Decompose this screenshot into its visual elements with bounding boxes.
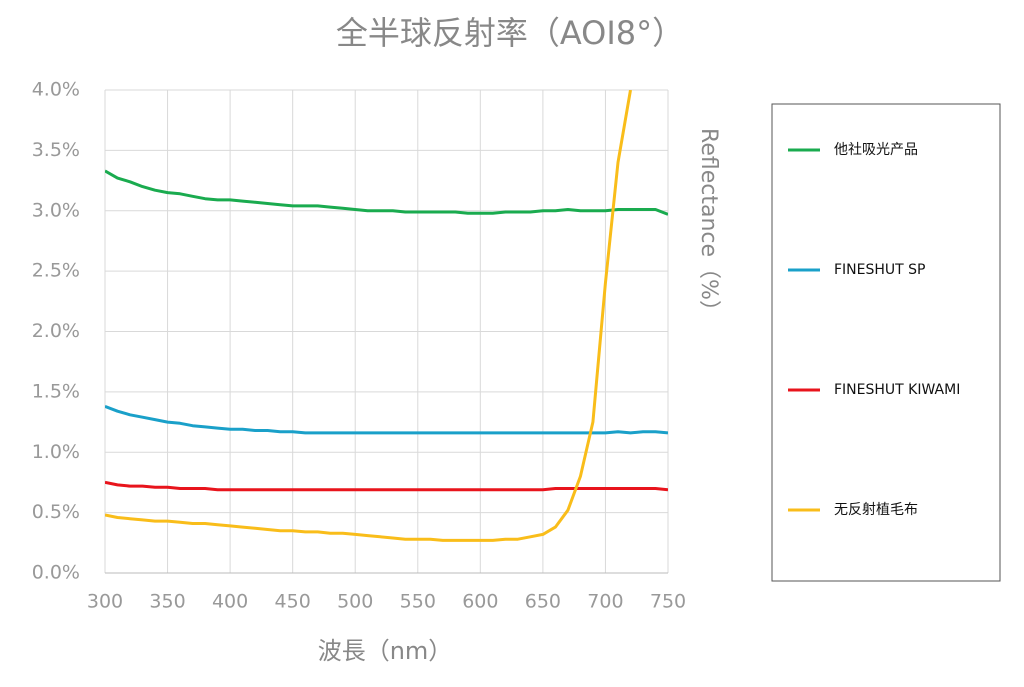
y-tick-label: 1.5% <box>32 380 80 402</box>
x-tick-label: 650 <box>525 591 561 613</box>
y-tick-label: 2.5% <box>32 260 80 282</box>
series-line <box>105 404 668 435</box>
y-tick-label: 3.5% <box>32 139 80 161</box>
x-tick-label: 400 <box>212 591 248 613</box>
series-line <box>105 169 668 216</box>
x-tick-label: 600 <box>462 591 498 613</box>
series-line <box>105 480 668 492</box>
y-axis-label: Reflectance（%） <box>696 128 721 322</box>
y-tick-label: 0.0% <box>32 562 80 584</box>
legend-label: 无反射植毛布 <box>834 502 918 518</box>
x-tick-label: 550 <box>400 591 436 613</box>
legend-label: FINESHUT KIWAMI <box>834 382 960 398</box>
y-tick-label: 2.0% <box>32 320 80 342</box>
x-tick-label: 300 <box>87 591 123 613</box>
x-tick-label: 500 <box>337 591 373 613</box>
y-tick-label: 4.0% <box>32 79 80 101</box>
legend-box <box>771 103 1001 582</box>
y-tick-label: 1.0% <box>32 441 80 463</box>
legend-label: FINESHUT SP <box>834 262 926 278</box>
x-axis-label: 波長（nm） <box>318 637 453 665</box>
plot-lines <box>105 90 668 542</box>
y-tick-label: 3.0% <box>32 199 80 221</box>
chart-title: 全半球反射率（AOI8°） <box>336 14 684 52</box>
y-tick-label: 0.5% <box>32 501 80 523</box>
x-tick-label: 700 <box>587 591 623 613</box>
x-tick-label: 750 <box>650 591 686 613</box>
series-line <box>105 90 632 542</box>
legend-label: 他社吸光产品 <box>834 142 918 158</box>
x-tick-label: 350 <box>149 591 185 613</box>
x-tick-label: 450 <box>275 591 311 613</box>
